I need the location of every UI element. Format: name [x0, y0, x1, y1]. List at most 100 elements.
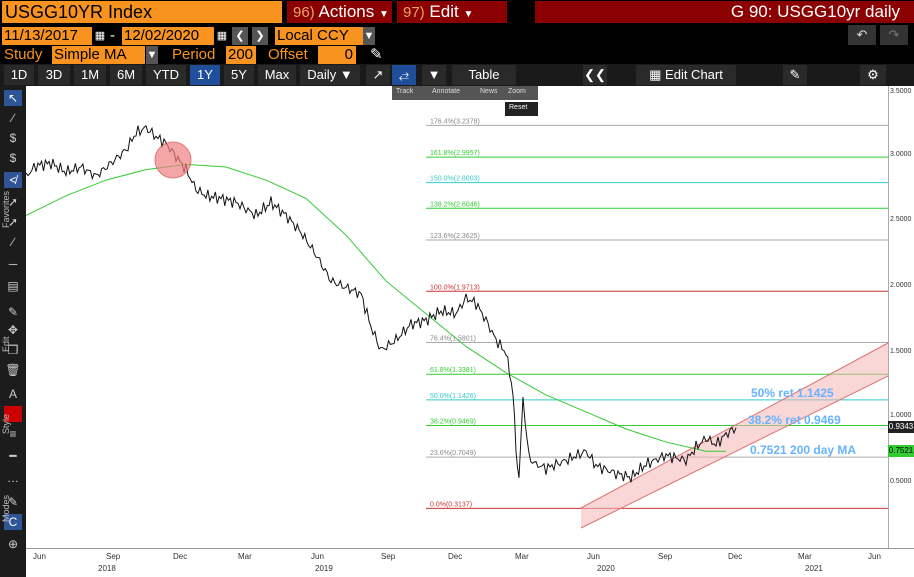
channel-lower [580, 375, 889, 529]
x-tick-month: Jun [33, 552, 46, 561]
channel-upper [580, 342, 889, 509]
reset-button[interactable]: Reset [505, 102, 538, 116]
ret382-annotation: 38.2% ret 0.9469 [748, 413, 841, 427]
bar-chart-icon[interactable]: ⥄ [392, 65, 416, 85]
line-icon[interactable]: ∕ [11, 235, 14, 249]
range-5y[interactable]: 5Y [224, 65, 254, 85]
study-label: Study [4, 46, 43, 63]
fib-label: 76.4%(1.5801) [430, 336, 476, 343]
x-tick-month: Jun [868, 552, 881, 561]
bars-icon[interactable]: ≮ [4, 172, 22, 188]
dash-style-icon[interactable]: … [7, 471, 19, 485]
y-tick: 3.5000 [890, 88, 912, 95]
range-1d[interactable]: 1D [4, 65, 34, 85]
offset-field[interactable]: 0 [318, 46, 356, 64]
gear-icon[interactable]: ⚙ [860, 65, 886, 85]
redo-icon[interactable]: ↷ [880, 25, 908, 45]
fib-retrace-icon[interactable]: $ [9, 151, 17, 165]
range-6m[interactable]: 6M [110, 65, 142, 85]
actions-menu[interactable]: 96) Actions ▼ [287, 1, 392, 23]
fib-label: 176.4%(3.2378) [430, 118, 480, 125]
ray-icon[interactable]: ➚ [7, 215, 19, 229]
ma-annotation: 0.7521 200 day MA [750, 443, 856, 457]
end-date-field[interactable]: 12/02/2020 [122, 27, 214, 45]
copy-icon[interactable]: ❐ [7, 343, 19, 357]
horizontal-line-icon[interactable]: ─ [8, 257, 18, 271]
frequency-select[interactable]: Daily ▼ [300, 65, 360, 85]
table-button[interactable]: Table [452, 65, 516, 85]
chart-mini-toolbar: Track Annotate News Zoom [392, 86, 538, 100]
x-tick-month: Mar [238, 552, 252, 561]
x-tick-month: Mar [515, 552, 529, 561]
fib-label: 161.8%(2.9957) [430, 150, 480, 157]
range-3d[interactable]: 3D [38, 65, 70, 85]
fib-label: 138.2%(2.6046) [430, 201, 480, 208]
edit-menu[interactable]: 97) Edit ▼ [397, 1, 507, 23]
range-1m[interactable]: 1M [74, 65, 106, 85]
trendline-icon[interactable]: ∕ [11, 111, 14, 125]
chart-area[interactable]: 176.4%(3.2378) 161.8%(2.9957) 150.0%(2.800… [25, 86, 889, 548]
x-axis [26, 548, 914, 577]
price-chart: 176.4%(3.2378) 161.8%(2.9957) 150.0%(2.800… [25, 118, 889, 529]
thickness-icon[interactable]: ≡ [9, 427, 17, 441]
highlight-circle [154, 141, 192, 179]
fibonacci-icon[interactable]: $ [9, 131, 17, 145]
channel-icon[interactable]: ➚ [7, 195, 19, 209]
last-price-badge: 0.9343 [888, 421, 914, 433]
date-separator: - [110, 27, 115, 44]
start-date-field[interactable]: 11/13/2017 [2, 27, 92, 45]
color-icon[interactable] [4, 406, 22, 422]
calendar-icon[interactable]: ▦ [216, 27, 228, 45]
currency-select[interactable]: Local CCY [275, 27, 363, 45]
x-tick-month: Mar [798, 552, 812, 561]
track-button[interactable]: Track [396, 88, 414, 95]
range-1y[interactable]: 1Y [190, 65, 220, 85]
edit-chart-button[interactable]: ▦ Edit Chart [636, 65, 736, 85]
collapse-icon[interactable]: ❮❮ [583, 65, 607, 85]
trash-icon[interactable]: 🗑 [5, 363, 21, 377]
ticker-field[interactable]: USGG10YR Index [2, 1, 282, 23]
study-select[interactable]: Simple MA [52, 46, 145, 64]
actions-num: 96) [293, 4, 315, 21]
x-tick-month: Sep [106, 552, 121, 561]
fib-label: 150.0%(2.8003) [430, 176, 480, 183]
y-tick: 2.5000 [890, 216, 912, 223]
move-icon[interactable]: ✥ [7, 323, 19, 337]
period-field[interactable]: 200 [226, 46, 256, 64]
edit-mode-icon[interactable]: ✎ [7, 495, 19, 509]
edit-chart-label: Edit Chart [665, 67, 723, 82]
line-style-icon[interactable]: ━ [9, 449, 17, 463]
fib-label: 23.6%(0.7049) [430, 450, 476, 457]
next-period-button[interactable]: ❯ [252, 27, 268, 45]
y-tick: 0.5000 [890, 478, 912, 485]
news-button[interactable]: News [480, 88, 498, 95]
zoom-button[interactable]: Zoom [508, 88, 526, 95]
x-tick-month: Jun [587, 552, 600, 561]
period-label: Period [172, 46, 216, 63]
chevron-down-icon[interactable]: ▼ [363, 27, 375, 45]
y-tick: 2.0000 [890, 282, 912, 289]
calendar-icon[interactable]: ▦ [94, 27, 106, 45]
annotate-button[interactable]: Annotate [432, 88, 461, 95]
pencil-icon[interactable]: ✎ [370, 46, 383, 63]
undo-icon[interactable]: ↶ [848, 25, 876, 45]
pencil-icon[interactable]: ✎ [7, 305, 19, 319]
ret50-annotation: 50% ret 1.1425 [751, 386, 834, 400]
text-icon[interactable]: A [8, 387, 17, 401]
dropdown-icon: ▼ [378, 9, 389, 20]
reset-label: Reset [509, 104, 528, 111]
range-ytd[interactable]: YTD [146, 65, 186, 85]
range-max[interactable]: Max [258, 65, 296, 85]
area-icon[interactable]: ▤ [7, 279, 19, 293]
annotation-icon[interactable]: ✎ [783, 65, 807, 85]
left-toolbar [0, 86, 26, 577]
chart-mode-icon[interactable]: C [4, 514, 22, 530]
zoom-mode-icon[interactable]: ⊕ [7, 537, 19, 551]
chevron-down-icon[interactable]: ▼ [422, 65, 446, 85]
line-chart-icon[interactable]: ↗ [366, 65, 390, 85]
prev-period-button[interactable]: ❮ [232, 27, 248, 45]
cursor-icon[interactable]: ↖ [4, 90, 22, 106]
chevron-down-icon[interactable]: ▼ [146, 46, 158, 64]
style-label: Style [1, 413, 11, 434]
fib-label: 100.0%(1.9713) [430, 284, 480, 291]
